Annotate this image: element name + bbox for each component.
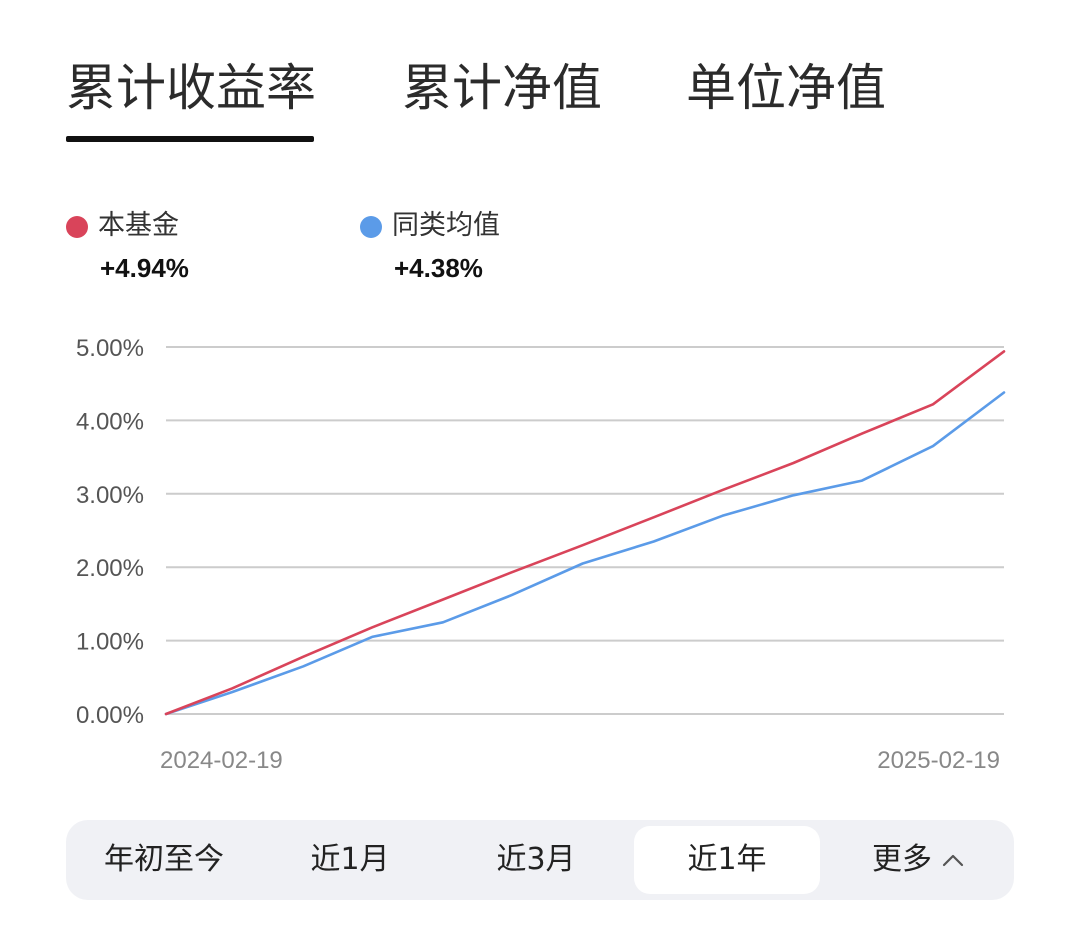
y-tick-label: 2.00% <box>76 555 144 582</box>
peer-average-dot-icon <box>360 216 382 238</box>
tab-unit-nav[interactable]: 单位净值 <box>686 59 886 117</box>
legend-value-peer-average: +4.38% <box>394 253 483 283</box>
range-option-more[interactable]: 更多 <box>830 820 1006 900</box>
active-tab-indicator <box>66 136 314 142</box>
fund-dot-icon <box>66 216 88 238</box>
legend-label-fund: 本基金 <box>98 210 179 241</box>
chevron-up-icon <box>942 818 964 898</box>
tab-bar: 累计收益率 累计净值 单位净值 <box>0 0 1080 150</box>
range-option-1y[interactable]: 近1年 <box>687 842 767 877</box>
time-range-selector: 年初至今 近1月 近3月 近1年 更多 <box>66 820 1014 900</box>
tab-cumulative-return[interactable]: 累计收益率 <box>66 59 316 117</box>
y-tick-label: 4.00% <box>76 408 144 435</box>
y-tick-label: 3.00% <box>76 482 144 509</box>
series-line-fund <box>164 350 1006 716</box>
y-tick-label: 1.00% <box>76 629 144 656</box>
range-option-3m[interactable]: 近3月 <box>496 842 576 877</box>
range-option-1m[interactable]: 近1月 <box>310 842 390 877</box>
return-chart[interactable]: 5.00% 4.00% 3.00% 2.00% 1.00% 0.00% 2024-02-19… <box>0 300 1080 800</box>
x-tick-label: 2024-02-19 <box>160 747 283 774</box>
legend-label-peer-average: 同类均值 <box>392 210 500 241</box>
x-tick-label: 2025-02-19 <box>877 747 1000 774</box>
selected-range-highlight <box>634 826 820 894</box>
tab-cumulative-nav[interactable]: 累计净值 <box>402 59 602 117</box>
series-line-peer-average <box>164 391 1006 716</box>
range-option-ytd[interactable]: 年初至今 <box>104 842 224 877</box>
more-label: 更多 <box>872 842 932 877</box>
legend-value-fund: +4.94% <box>100 253 189 283</box>
y-tick-label: 0.00% <box>76 702 144 729</box>
y-tick-label: 5.00% <box>76 335 144 362</box>
